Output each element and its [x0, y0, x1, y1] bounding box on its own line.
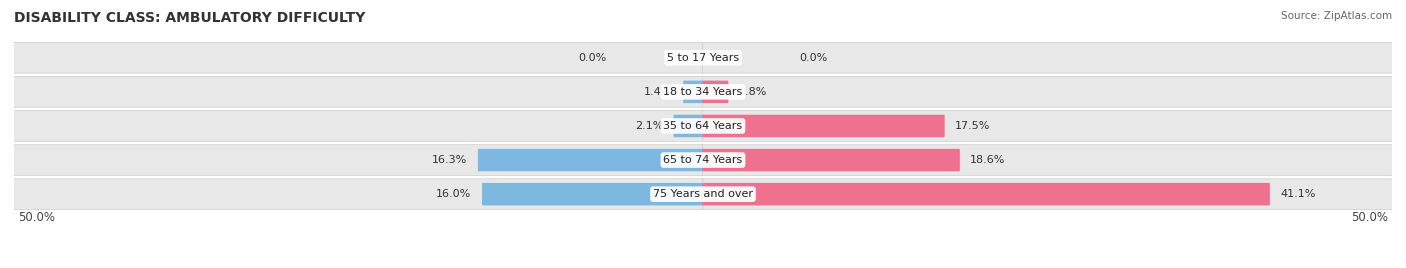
- Text: 2.1%: 2.1%: [634, 121, 664, 131]
- FancyBboxPatch shape: [703, 183, 1270, 206]
- FancyBboxPatch shape: [703, 145, 1392, 176]
- Text: 5 to 17 Years: 5 to 17 Years: [666, 53, 740, 63]
- Text: 1.8%: 1.8%: [738, 87, 768, 97]
- FancyBboxPatch shape: [14, 145, 703, 176]
- FancyBboxPatch shape: [673, 115, 703, 137]
- Text: 65 to 74 Years: 65 to 74 Years: [664, 155, 742, 165]
- Text: 0.0%: 0.0%: [578, 53, 606, 63]
- Text: 50.0%: 50.0%: [1351, 211, 1388, 224]
- Text: 1.4%: 1.4%: [644, 87, 672, 97]
- Text: 0.0%: 0.0%: [800, 53, 828, 63]
- FancyBboxPatch shape: [14, 76, 703, 107]
- Text: 17.5%: 17.5%: [955, 121, 991, 131]
- Text: 16.3%: 16.3%: [432, 155, 467, 165]
- FancyBboxPatch shape: [703, 76, 1392, 107]
- Text: 18 to 34 Years: 18 to 34 Years: [664, 87, 742, 97]
- FancyBboxPatch shape: [14, 179, 703, 210]
- FancyBboxPatch shape: [703, 81, 728, 103]
- Text: 16.0%: 16.0%: [436, 189, 471, 199]
- FancyBboxPatch shape: [703, 42, 1392, 73]
- FancyBboxPatch shape: [703, 111, 1392, 141]
- FancyBboxPatch shape: [683, 81, 703, 103]
- Text: 41.1%: 41.1%: [1281, 189, 1316, 199]
- FancyBboxPatch shape: [703, 179, 1392, 210]
- Text: 75 Years and over: 75 Years and over: [652, 189, 754, 199]
- FancyBboxPatch shape: [14, 111, 703, 141]
- Text: 50.0%: 50.0%: [18, 211, 55, 224]
- FancyBboxPatch shape: [14, 42, 703, 73]
- FancyBboxPatch shape: [478, 149, 703, 171]
- FancyBboxPatch shape: [703, 115, 945, 137]
- Text: Source: ZipAtlas.com: Source: ZipAtlas.com: [1281, 11, 1392, 21]
- Text: 35 to 64 Years: 35 to 64 Years: [664, 121, 742, 131]
- Text: 18.6%: 18.6%: [970, 155, 1005, 165]
- Text: DISABILITY CLASS: AMBULATORY DIFFICULTY: DISABILITY CLASS: AMBULATORY DIFFICULTY: [14, 11, 366, 25]
- FancyBboxPatch shape: [703, 149, 960, 171]
- FancyBboxPatch shape: [482, 183, 703, 206]
